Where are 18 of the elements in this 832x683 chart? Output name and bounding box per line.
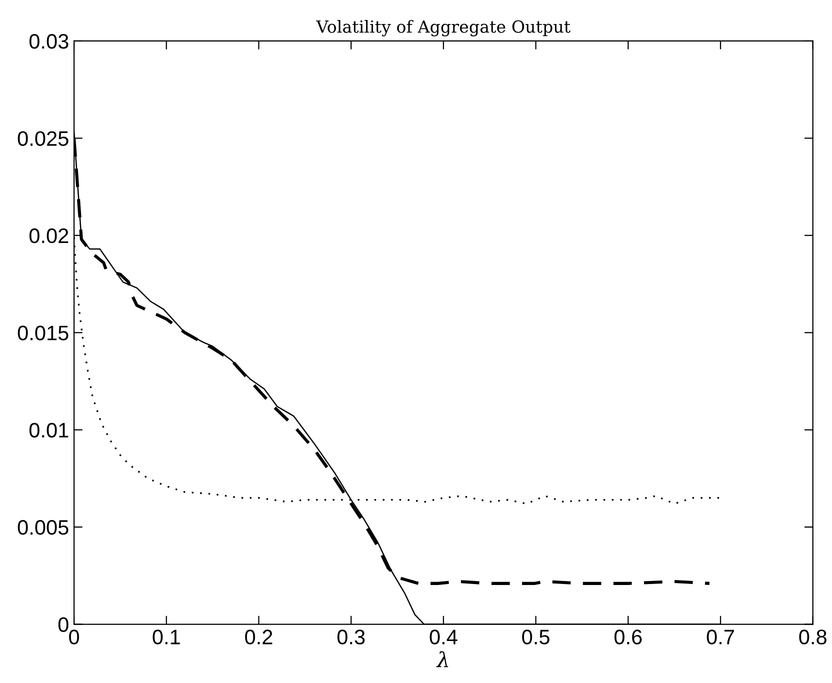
x-tick-label: 0.4 (430, 630, 458, 644)
y-tick-label: 0.03 (29, 34, 68, 49)
x-tick-label: 0.8 (799, 630, 826, 644)
y-tick-label: 0.02 (29, 228, 68, 244)
x-axis-title: λ (436, 651, 448, 668)
x-tick-label: 0.7 (706, 630, 734, 644)
x-tick-label: 0 (69, 630, 80, 644)
y-tick-label: 0 (58, 617, 68, 632)
x-tick-label: 0.2 (245, 630, 272, 644)
x-tick-label: 0.3 (337, 630, 365, 644)
x-tick-label: 0.6 (614, 630, 642, 644)
chart-title: Volatility of Aggregate Output (316, 20, 570, 36)
y-tick-label: 0.025 (18, 131, 68, 146)
y-tick-label: 0.01 (29, 422, 68, 438)
x-tick-label: 0.5 (522, 630, 550, 644)
y-tick-label: 0.005 (18, 520, 68, 535)
y-tick-label: 0.015 (18, 326, 68, 340)
x-tick-label: 0.1 (152, 630, 180, 644)
